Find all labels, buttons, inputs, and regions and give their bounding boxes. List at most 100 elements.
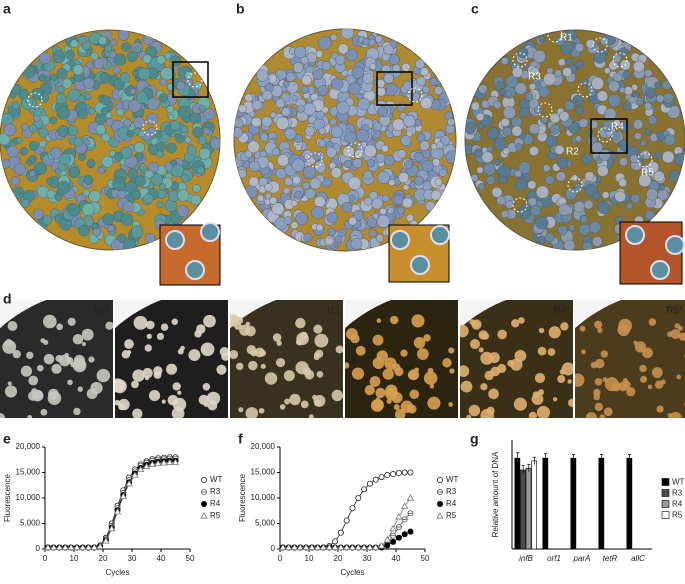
colony (511, 116, 523, 128)
colony (105, 112, 113, 119)
colony (430, 189, 442, 201)
marker (366, 480, 373, 487)
colony (171, 407, 185, 418)
colony (92, 228, 102, 237)
colony (26, 351, 34, 360)
colony (623, 86, 633, 96)
colony (131, 190, 142, 200)
colony (579, 325, 586, 332)
colony (280, 92, 291, 102)
marker (407, 469, 414, 476)
colony (275, 357, 286, 368)
colony (347, 176, 362, 190)
colony (131, 380, 139, 389)
colony (86, 159, 96, 169)
marked-colony (537, 102, 553, 118)
colony (573, 201, 585, 213)
marker (61, 543, 69, 551)
colony (95, 124, 106, 135)
colony (630, 193, 641, 204)
colony (594, 358, 605, 369)
colony (414, 119, 422, 127)
colony (585, 39, 596, 49)
legend-swatch (661, 511, 670, 519)
marker (90, 543, 98, 551)
colony (126, 50, 138, 62)
colony (409, 389, 420, 400)
colony (460, 365, 470, 378)
x-tick-label: 20 (99, 554, 108, 563)
colony (318, 36, 332, 50)
colony (375, 35, 383, 43)
colony (581, 78, 589, 86)
colony (19, 147, 29, 156)
colony (593, 393, 600, 401)
x-tick-label: 10 (70, 554, 79, 563)
colony (372, 334, 384, 346)
colony (28, 375, 39, 386)
colony (128, 99, 142, 113)
colony (198, 394, 209, 406)
colony (429, 383, 435, 389)
colony (44, 75, 51, 83)
colony (13, 163, 26, 176)
colony (56, 323, 63, 331)
colony (180, 125, 188, 134)
colony (491, 186, 503, 198)
colony (500, 118, 510, 127)
colony (650, 260, 670, 280)
colony (423, 334, 431, 342)
colony (72, 358, 87, 373)
legend-label: R4 (672, 500, 683, 509)
colony (318, 139, 327, 148)
marker (154, 459, 162, 466)
colony (67, 88, 81, 102)
colony (272, 333, 282, 342)
colony (518, 161, 531, 175)
colony (371, 197, 384, 210)
colony (362, 72, 374, 85)
colony (40, 338, 46, 344)
colony (290, 221, 299, 230)
colony (420, 96, 433, 110)
colony (291, 158, 305, 172)
colony (127, 350, 132, 355)
colony (235, 362, 244, 371)
colony (166, 142, 177, 154)
colony (258, 407, 265, 414)
colony (406, 213, 414, 222)
error-bar (544, 453, 548, 463)
bar (570, 457, 577, 550)
colony (619, 157, 628, 167)
colony (618, 381, 629, 392)
colony (594, 320, 603, 329)
colony (284, 177, 293, 186)
colony (379, 207, 387, 215)
colony (414, 367, 419, 373)
colony (486, 406, 495, 415)
colony (123, 118, 132, 128)
colony (97, 167, 105, 175)
error-bar (532, 456, 536, 465)
colony (626, 386, 636, 397)
colony (121, 42, 131, 52)
legend-label: R3 (210, 487, 221, 496)
colony (460, 380, 473, 393)
y-tick-label: 0 (36, 544, 41, 553)
colony (59, 153, 72, 166)
colony (139, 163, 147, 171)
colony (423, 371, 438, 385)
marker (360, 543, 368, 551)
colony (12, 349, 21, 359)
marked-colony (187, 72, 203, 88)
colony (644, 69, 653, 78)
colony (442, 358, 452, 368)
colony (23, 65, 36, 78)
colony (599, 414, 606, 418)
panel-label: e (3, 431, 11, 447)
colony (300, 56, 309, 65)
colony (7, 320, 18, 331)
marker (354, 543, 362, 551)
colony (664, 134, 676, 146)
colony (221, 352, 228, 361)
